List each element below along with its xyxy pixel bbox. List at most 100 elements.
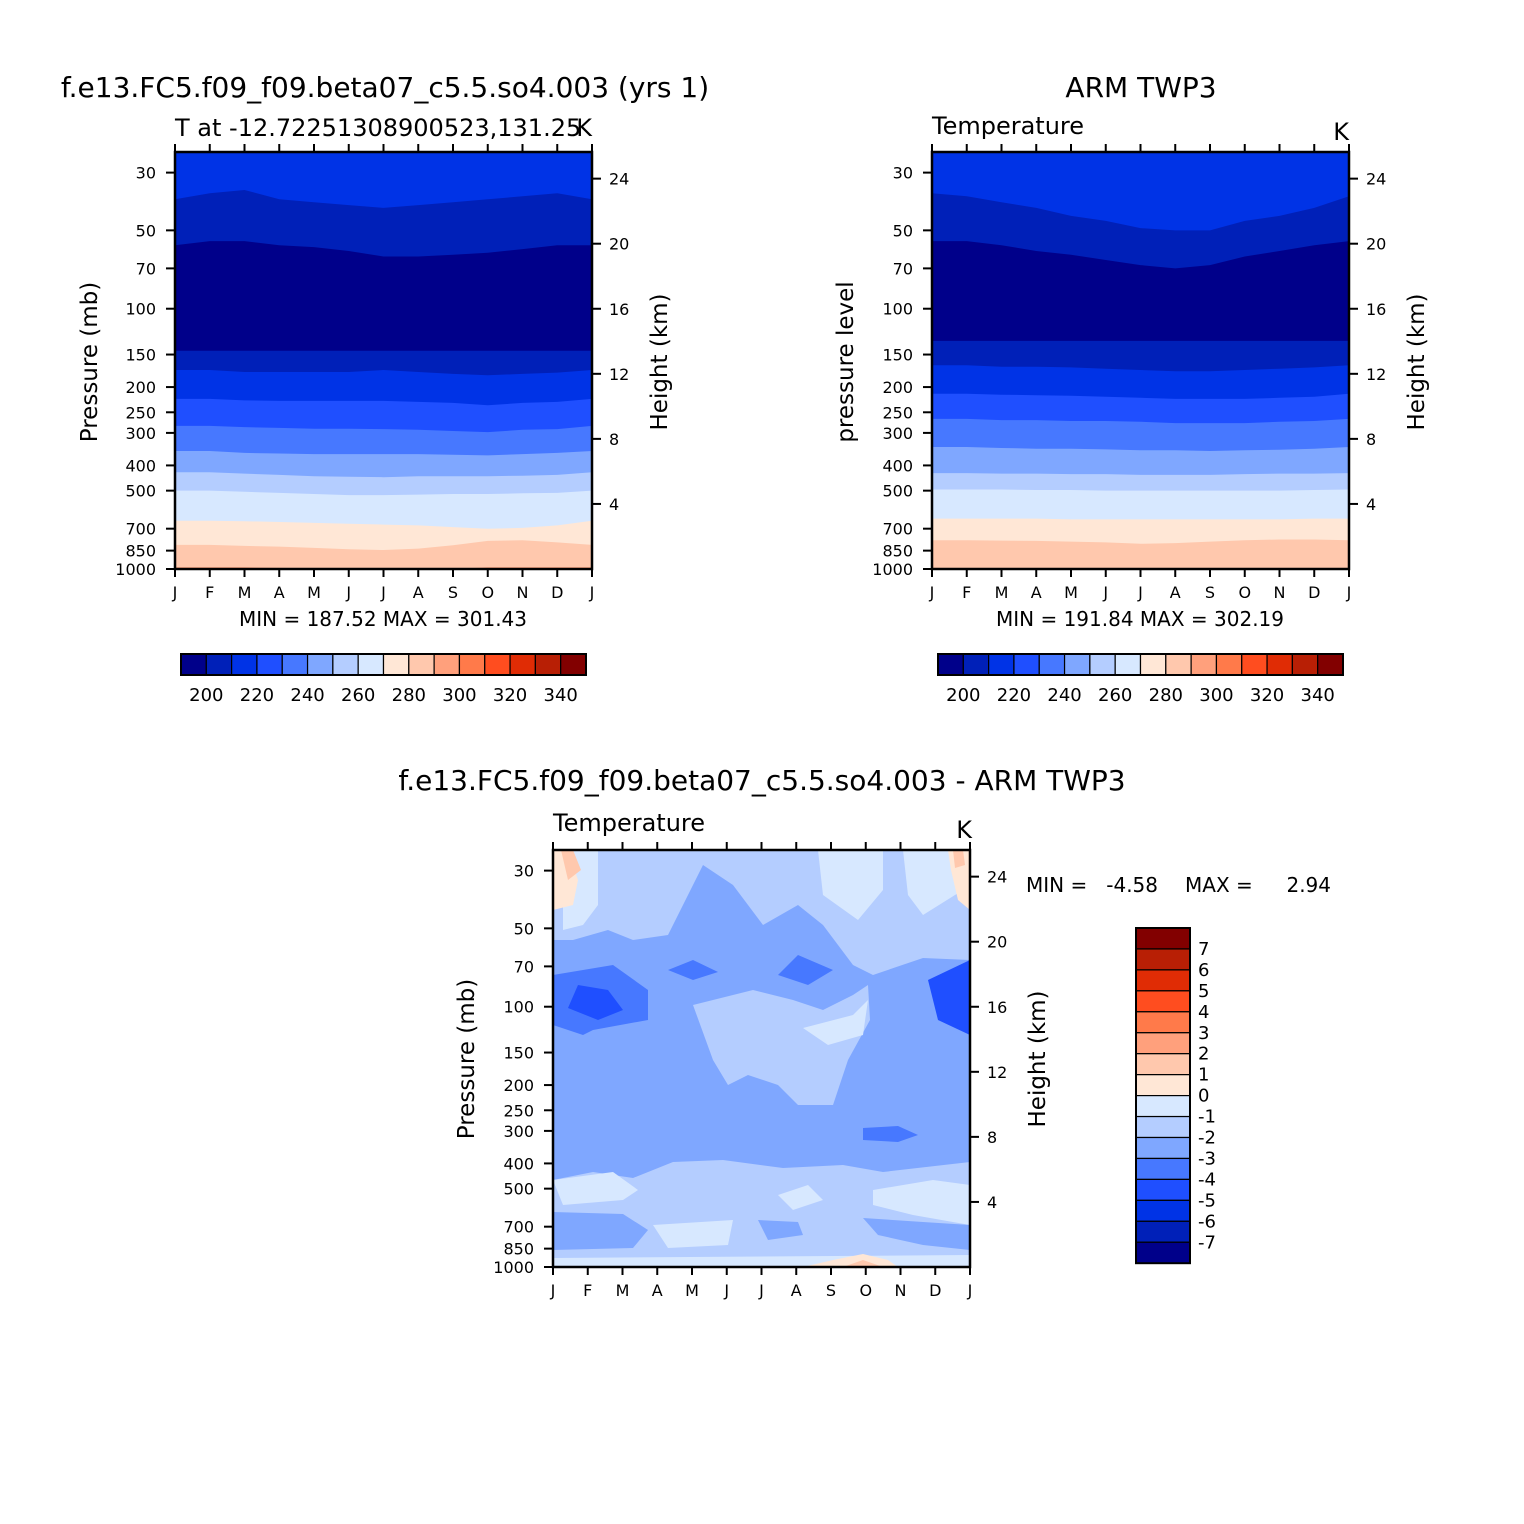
obs-ylabel: pressure level — [833, 281, 859, 442]
diff-region — [863, 1218, 970, 1250]
diff-region — [873, 1180, 970, 1225]
obs-colorbar-box — [1215, 653, 1243, 676]
obs-ytick-right-label: 24 — [1366, 170, 1386, 189]
obs-axes: J F M A M J J A S O N D J 30 50 70 100 150 200 250 300 400 500… — [872, 144, 1386, 602]
model-xtick-label: D — [551, 583, 563, 602]
obs-band — [932, 539, 1349, 569]
diff-region — [758, 1220, 803, 1240]
diff-ytick-right-label: 20 — [987, 933, 1007, 952]
model-xtick-label: J — [345, 583, 351, 602]
diff-colorbar-box — [1135, 1032, 1191, 1055]
obs-ytick-label: 100 — [882, 300, 913, 319]
obs-title: ARM TWP3 — [1065, 71, 1216, 104]
diff-colorbar-box — [1135, 1074, 1191, 1097]
model-subtitle: T at -12.72251308900523,131.25 — [174, 114, 581, 142]
diff-colorbar-box — [1135, 927, 1191, 950]
obs-xtick-label: D — [1308, 583, 1320, 602]
diff-colorbar-label: 3 — [1198, 1023, 1209, 1044]
model-colorbar-box — [281, 653, 309, 676]
diff-ytick-label: 100 — [503, 998, 534, 1017]
obs-colorbar-box — [1013, 653, 1040, 676]
model-xtick-label: A — [413, 583, 424, 602]
model-colorbar-box — [205, 653, 233, 676]
model-colorbar: 200 220 240 260 280 300 320 340 — [180, 653, 587, 706]
model-colorbar-box — [180, 653, 207, 676]
diff-colorbar-label: -4 — [1198, 1169, 1216, 1190]
model-ytick-right-label: 20 — [609, 235, 629, 254]
model-ylabel-right: Height (km) — [647, 293, 673, 430]
model-ytick-right-label: 16 — [609, 300, 629, 319]
obs-colorbar-box — [1038, 653, 1066, 676]
model-title: f.e13.FC5.f09_f09.beta07_c5.5.so4.003 (y… — [61, 71, 709, 104]
obs-ytick-label: 400 — [882, 456, 913, 475]
diff-axes: J F M A M J J A S O N D J 30 50 70 100 150 200 250 300 400 500… — [493, 842, 1007, 1300]
model-colorbar-box — [382, 653, 410, 676]
model-ytick-label: 700 — [125, 520, 156, 539]
diff-xtick-label: J — [723, 1281, 729, 1300]
model-colorbar-box — [433, 653, 461, 676]
diff-colorbar-label: 5 — [1198, 981, 1209, 1002]
diff-region — [653, 1220, 733, 1248]
model-xtick-label: J — [380, 583, 386, 602]
obs-units: K — [1333, 118, 1350, 146]
model-ytick-label: 250 — [125, 403, 156, 422]
diff-colorbar-box — [1135, 948, 1191, 971]
obs-xtick-label: J — [929, 583, 935, 602]
model-colorbar-box — [458, 653, 486, 676]
obs-ytick-right-label: 4 — [1366, 495, 1376, 514]
diff-xtick-label: J — [550, 1281, 556, 1300]
model-colorbar-box — [560, 653, 587, 676]
diff-ytick-label: 250 — [503, 1101, 534, 1120]
model-colorbar-box — [357, 653, 385, 676]
obs-xtick-label: M — [995, 583, 1009, 602]
model-ytick-label: 30 — [136, 164, 156, 183]
diff-ytick-label: 70 — [514, 957, 534, 976]
model-xtick-label: J — [172, 583, 178, 602]
model-xtick-label: F — [205, 583, 214, 602]
diff-region — [803, 1254, 898, 1267]
diff-region — [553, 1172, 638, 1205]
model-colorbar-label: 280 — [392, 685, 426, 706]
diff-ytick-label: 1000 — [493, 1258, 534, 1277]
diff-region — [778, 955, 833, 985]
diff-colorbar-label: -3 — [1198, 1148, 1216, 1169]
obs-ytick-label: 150 — [882, 346, 913, 365]
obs-xtick-label: N — [1274, 583, 1286, 602]
model-xtick-label: S — [448, 583, 458, 602]
obs-panel: ARM TWP3 Temperature K J F M A M J J A S O N D J 30 50… — [833, 71, 1430, 706]
diff-colorbar-box — [1135, 1241, 1191, 1264]
obs-colorbar-box — [1317, 653, 1344, 676]
model-stats: MIN = 187.52 MAX = 301.43 — [239, 607, 527, 631]
model-colorbar-box — [256, 653, 283, 676]
obs-ytick-right-label: 8 — [1366, 430, 1376, 449]
diff-stats-max-value: 2.94 — [1286, 873, 1331, 897]
model-contour-fill — [175, 152, 592, 569]
model-ytick-label: 70 — [136, 259, 156, 278]
diff-region — [693, 985, 870, 1105]
diff-ylabel: Pressure (mb) — [454, 979, 480, 1139]
diff-region — [843, 1260, 883, 1267]
diff-ytick-right-label: 4 — [987, 1193, 997, 1212]
diff-region — [561, 850, 581, 880]
obs-colorbar-label: 320 — [1250, 685, 1284, 706]
obs-colorbar-box — [937, 653, 964, 676]
model-xtick-label: N — [517, 583, 529, 602]
obs-ytick-label: 850 — [882, 542, 913, 561]
obs-colorbar-label: 200 — [946, 685, 980, 706]
diff-panel: f.e13.FC5.f09_f09.beta07_c5.5.so4.003 - … — [398, 764, 1331, 1300]
diff-ytick-label: 700 — [503, 1218, 534, 1237]
diff-colorbar-label: 2 — [1198, 1044, 1209, 1065]
diff-colorbar-label: -1 — [1198, 1107, 1216, 1128]
model-colorbar-label: 320 — [493, 685, 527, 706]
obs-colorbar-box — [962, 653, 990, 676]
diff-ytick-right-label: 12 — [987, 1063, 1007, 1082]
model-colorbar-label: 260 — [341, 685, 375, 706]
model-xtick-label: M — [307, 583, 321, 602]
model-colorbar-box — [534, 653, 562, 676]
diff-region — [553, 1160, 970, 1267]
diff-region — [568, 985, 623, 1020]
diff-colorbar-box — [1135, 1011, 1191, 1034]
diff-units: K — [956, 816, 973, 844]
diff-region — [778, 1185, 823, 1210]
